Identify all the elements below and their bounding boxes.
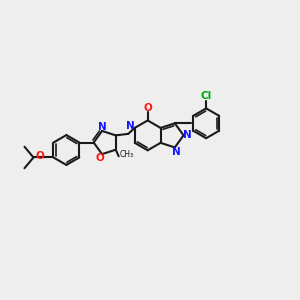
Text: O: O xyxy=(95,153,104,163)
Text: N: N xyxy=(172,147,181,157)
Text: N: N xyxy=(98,122,106,132)
Text: N: N xyxy=(183,130,192,140)
Text: Cl: Cl xyxy=(200,92,212,101)
Text: CH₃: CH₃ xyxy=(120,150,134,159)
Text: O: O xyxy=(36,151,44,161)
Text: N: N xyxy=(126,122,135,131)
Text: O: O xyxy=(143,103,152,113)
